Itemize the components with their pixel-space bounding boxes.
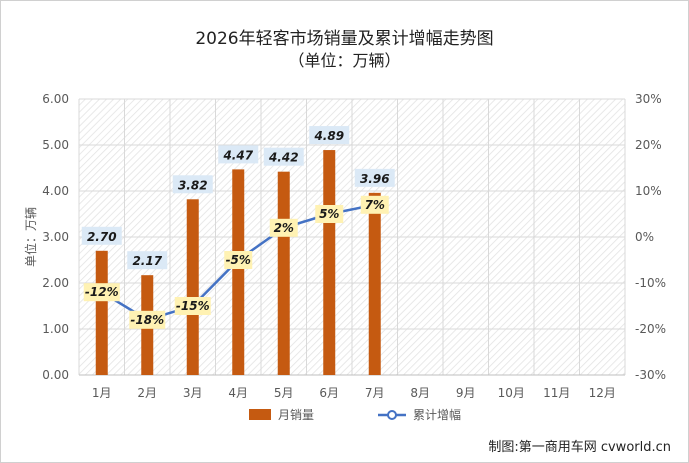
line-label: -5% bbox=[226, 253, 251, 267]
y2-tick-label: -20% bbox=[635, 322, 666, 336]
line-label: 2% bbox=[274, 221, 294, 235]
line-label: -18% bbox=[130, 313, 164, 327]
line-label-box bbox=[360, 195, 389, 214]
bar bbox=[186, 199, 199, 375]
bar-label-box bbox=[218, 145, 259, 164]
y-tick-label: 6.00 bbox=[42, 92, 69, 106]
x-tick-label: 3月 bbox=[183, 386, 203, 400]
x-tick-label: 4月 bbox=[228, 386, 248, 400]
y-tick-label: 5.00 bbox=[42, 138, 69, 152]
x-tick-label: 1月 bbox=[92, 386, 112, 400]
line-label: -12% bbox=[85, 285, 119, 299]
legend-swatch-bar bbox=[249, 409, 271, 420]
chart-subtitle: （单位：万辆） bbox=[288, 51, 401, 70]
bar-label-box bbox=[127, 251, 168, 270]
bar-label: 3.96 bbox=[360, 172, 390, 186]
bar-label: 2.17 bbox=[132, 254, 162, 268]
bar-label-box bbox=[172, 175, 213, 194]
bar bbox=[323, 150, 336, 375]
y-axis-left: 0.00 1.00 2.00 3.00 4.00 5.00 6.00 bbox=[42, 92, 69, 382]
legend: 月销量 累计增幅 bbox=[249, 407, 461, 422]
legend-marker bbox=[387, 410, 397, 420]
y-tick-label: 4.00 bbox=[42, 184, 69, 198]
legend-label-line: 累计增幅 bbox=[413, 407, 461, 422]
credit-text: 制图:第一商用车网 cvworld.cn bbox=[488, 440, 671, 455]
x-tick-label: 9月 bbox=[456, 386, 476, 400]
x-tick-label: 7月 bbox=[365, 386, 385, 400]
y2-tick-label: -30% bbox=[635, 368, 666, 382]
line-label-box bbox=[269, 218, 298, 237]
bar-label: 4.89 bbox=[313, 129, 344, 143]
line-label-box bbox=[174, 297, 211, 315]
line-label-box bbox=[83, 283, 120, 302]
y-tick-label: 0.00 bbox=[42, 368, 69, 382]
line-label: -15% bbox=[176, 299, 210, 313]
chart-title: 2026年轻客市场销量及累计增幅走势图 bbox=[195, 29, 494, 49]
bar bbox=[95, 250, 108, 375]
y-tick-label: 3.00 bbox=[42, 230, 69, 244]
bar bbox=[277, 171, 290, 375]
x-tick-label: 8月 bbox=[410, 386, 430, 400]
x-tick-label: 6月 bbox=[319, 386, 339, 400]
bar-labels: 2.70 2.17 3.82 4.47 4.42 4.89 3.96 bbox=[81, 126, 395, 270]
line-label-box bbox=[315, 205, 344, 223]
y-tick-label: 2.00 bbox=[42, 276, 69, 290]
line-label-box bbox=[129, 310, 166, 329]
y2-tick-label: 20% bbox=[635, 138, 662, 152]
x-axis: 1月 2月 3月 4月 5月 6月 7月 8月 9月 10月 11月 12月 bbox=[79, 374, 625, 400]
x-tick-label: 5月 bbox=[274, 386, 294, 400]
line-labels: -12% -18% -15% -5% 2% 5% 7% bbox=[83, 195, 389, 329]
legend-label-bar: 月销量 bbox=[278, 408, 314, 422]
bar-label-box bbox=[354, 168, 395, 187]
x-tick-label: 2月 bbox=[137, 386, 157, 400]
line-label: 5% bbox=[319, 207, 339, 221]
bar-label: 3.82 bbox=[178, 178, 208, 192]
x-tick-label: 10月 bbox=[498, 386, 525, 400]
y-axis-title: 单位：万辆 bbox=[23, 207, 38, 267]
bar bbox=[368, 192, 381, 375]
y-tick-label: 1.00 bbox=[42, 322, 69, 336]
bar-label-box bbox=[263, 147, 304, 166]
x-tick-label: 12月 bbox=[589, 386, 616, 400]
y2-tick-label: 30% bbox=[635, 92, 662, 106]
bar-label-box bbox=[309, 126, 350, 145]
bar-label: 4.42 bbox=[268, 151, 299, 165]
bar-label: 4.47 bbox=[222, 148, 253, 162]
line-label-box bbox=[224, 251, 253, 269]
y2-tick-label: 0% bbox=[635, 230, 654, 244]
x-tick-label: 11月 bbox=[543, 386, 570, 400]
bar-label: 2.70 bbox=[87, 230, 117, 244]
bar-label-box bbox=[81, 226, 122, 245]
y-axis-right: -30% -20% -10% 0% 10% 20% 30% bbox=[635, 92, 666, 382]
line-label: 7% bbox=[365, 198, 385, 212]
bar bbox=[232, 169, 245, 375]
y2-tick-label: -10% bbox=[635, 276, 666, 290]
y2-tick-label: 10% bbox=[635, 184, 662, 198]
